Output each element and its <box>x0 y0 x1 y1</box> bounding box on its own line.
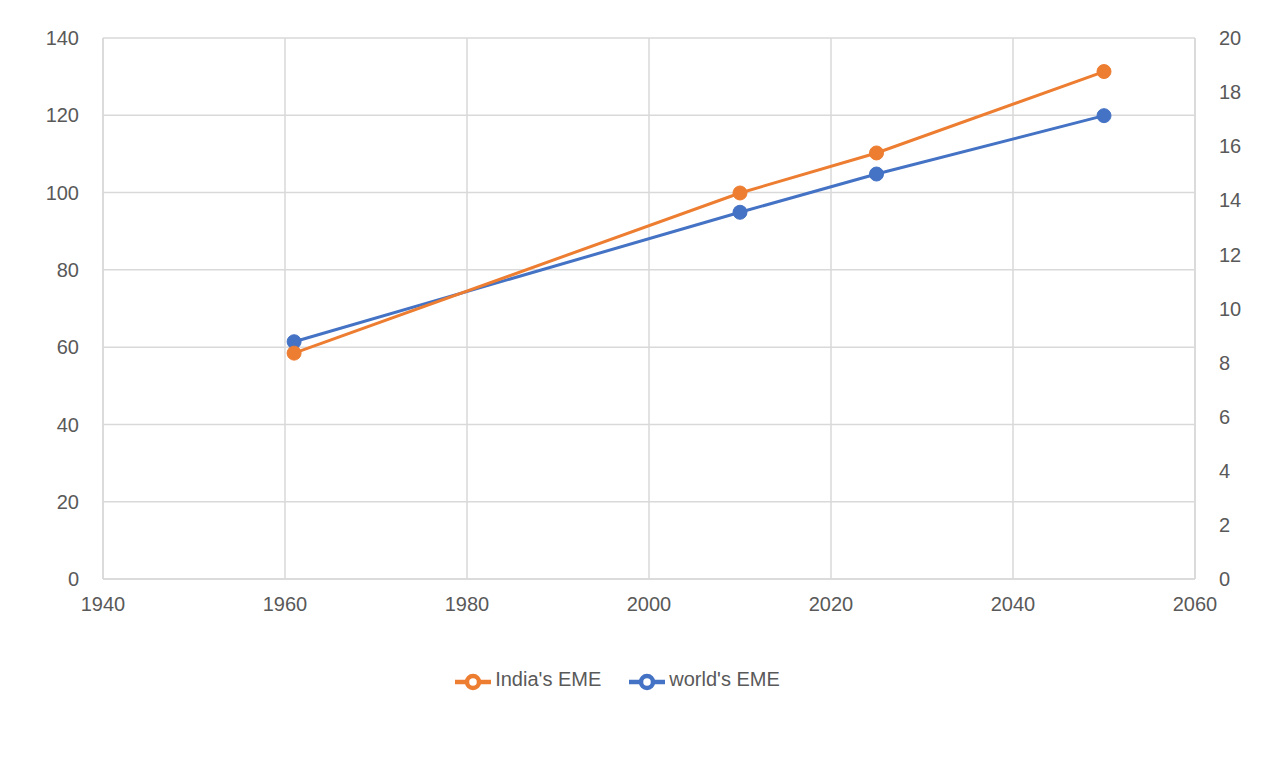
svg-text:2020: 2020 <box>809 593 854 615</box>
html-text:world's EME: world's EME <box>669 668 780 691</box>
svg-text:1940: 1940 <box>81 593 126 615</box>
svg-text:60: 60 <box>57 336 79 358</box>
svg-text:12: 12 <box>1219 244 1241 266</box>
svg-text:120: 120 <box>46 104 79 126</box>
svg-text:1980: 1980 <box>445 593 490 615</box>
svg-text:1960: 1960 <box>263 593 308 615</box>
svg-text:80: 80 <box>57 259 79 281</box>
svg-text:18: 18 <box>1219 81 1241 103</box>
svg-text:2040: 2040 <box>991 593 1036 615</box>
svg-text:40: 40 <box>57 414 79 436</box>
svg-text:140: 140 <box>46 27 79 49</box>
svg-text:20: 20 <box>57 491 79 513</box>
svg-text:4: 4 <box>1219 460 1230 482</box>
svg-text:0: 0 <box>1219 568 1230 590</box>
svg-text:8: 8 <box>1219 352 1230 374</box>
svg-text:6: 6 <box>1219 406 1230 428</box>
svg-text:2060: 2060 <box>1173 593 1218 615</box>
svg-text:20: 20 <box>1219 27 1241 49</box>
svg-text:16: 16 <box>1219 135 1241 157</box>
svg-text:2: 2 <box>1219 514 1230 536</box>
svg-text:0: 0 <box>68 568 79 590</box>
svg-text:14: 14 <box>1219 189 1241 211</box>
svg-text:10: 10 <box>1219 298 1241 320</box>
svg-text:100: 100 <box>46 182 79 204</box>
html-text:India's EME: India's EME <box>495 668 602 691</box>
svg-text:2000: 2000 <box>627 593 672 615</box>
